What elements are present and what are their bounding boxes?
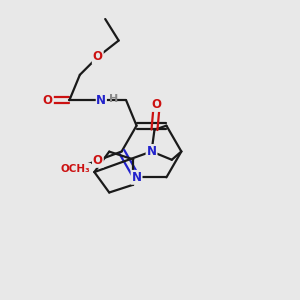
Text: O: O (152, 98, 162, 111)
Text: N: N (96, 94, 106, 107)
Text: O: O (93, 50, 103, 64)
Text: O: O (93, 154, 103, 167)
Text: H: H (109, 94, 118, 104)
Text: O: O (43, 94, 53, 107)
Text: N: N (146, 145, 157, 158)
Text: N: N (132, 171, 142, 184)
Text: OCH₃: OCH₃ (61, 164, 90, 174)
